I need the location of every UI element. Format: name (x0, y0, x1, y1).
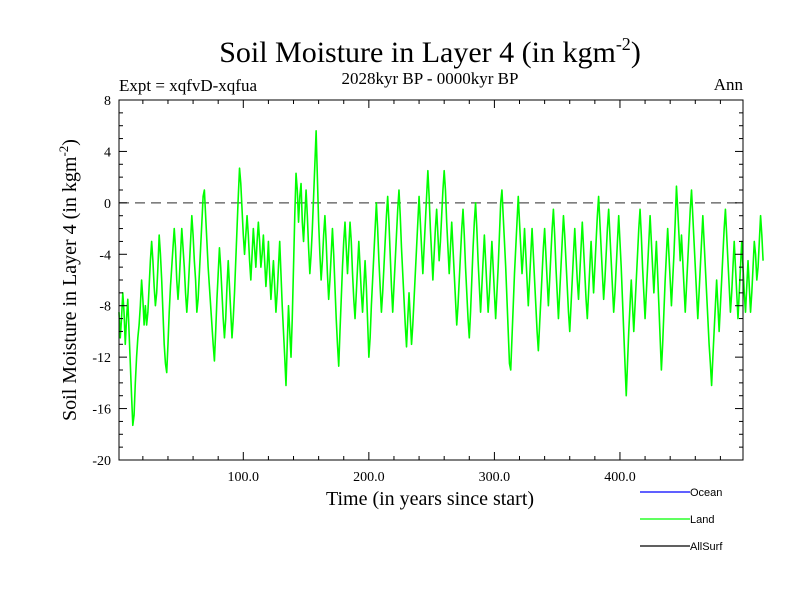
x-tick-label: 200.0 (353, 470, 385, 485)
plot-frame (118, 99, 744, 461)
chart-title: Soil Moisture in Layer 4 (in kgm-2) (219, 34, 641, 69)
x-tick-label: 100.0 (228, 470, 260, 485)
plot-area: 8 4 0 -4 -8 -12 -16 -20 100.0 200.0 300.0 400.0 (92, 94, 764, 485)
season-label: Ann (714, 75, 744, 94)
y-tick-label: 8 (104, 94, 111, 109)
y-tick-label: 4 (104, 145, 111, 160)
series-line-land (118, 130, 764, 427)
y-tick-label: -16 (92, 403, 111, 418)
y-tick-label: -4 (99, 248, 111, 263)
legend-label-allsurf: AllSurf (690, 541, 723, 553)
legend-label-land: Land (690, 514, 714, 526)
y-tick-label: -20 (92, 454, 111, 469)
y-tick-label: -12 (92, 351, 111, 366)
x-axis-label: Time (in years since start) (326, 488, 534, 510)
experiment-label: Expt = xqfvD-xqfua (119, 76, 257, 95)
x-tick-label: 400.0 (604, 470, 636, 485)
y-tick-label: -8 (99, 300, 111, 315)
time-range-label: 2028kyr BP - 0000kyr BP (342, 69, 519, 88)
legend-label-ocean: Ocean (690, 487, 722, 499)
y-axis-label: Soil Moisture in Layer 4 (in kgm-2) (56, 139, 81, 421)
legend: Ocean Land AllSurf (640, 487, 723, 553)
x-tick-label: 300.0 (479, 470, 511, 485)
y-tick-label: 0 (104, 197, 111, 212)
